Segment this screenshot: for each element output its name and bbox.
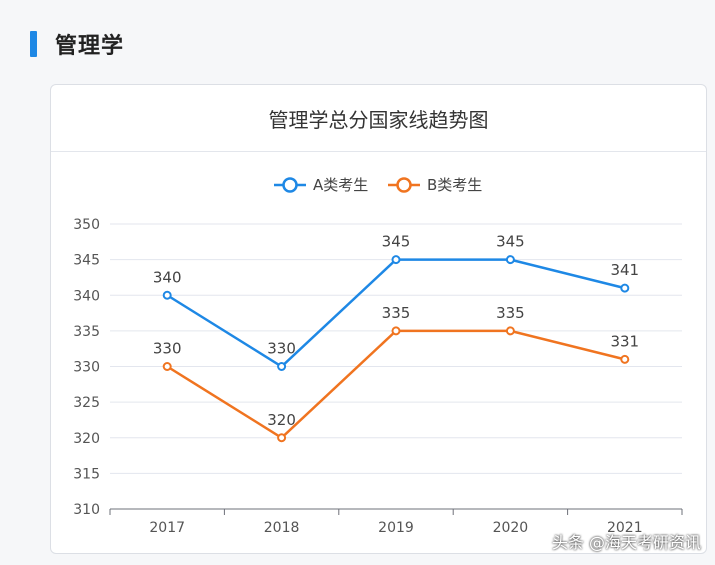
series-line-2	[166, 329, 626, 440]
section-header: 管理学	[30, 28, 124, 60]
data-point	[620, 354, 630, 364]
data-point	[505, 255, 515, 265]
title-accent-bar	[30, 31, 37, 57]
x-tick-label: 2019	[378, 520, 414, 536]
data-label: 331	[610, 332, 639, 350]
y-tick-label: 330	[73, 360, 100, 376]
y-tick-label: 345	[73, 253, 100, 269]
data-point	[391, 255, 401, 265]
data-label: 335	[496, 304, 525, 322]
y-tick-label: 340	[73, 288, 100, 304]
watermark: 头条 @海天考研资讯	[551, 533, 701, 552]
x-tick-label: 2017	[149, 520, 185, 536]
data-label: 341	[610, 261, 639, 279]
data-point	[391, 326, 401, 336]
data-point	[620, 283, 630, 293]
data-label: 320	[267, 411, 296, 429]
data-point	[505, 326, 515, 336]
legend-label: B类考生	[427, 176, 482, 194]
y-tick-label: 350	[73, 217, 100, 233]
section-title: 管理学	[55, 34, 125, 59]
y-tick-label: 325	[73, 395, 100, 411]
y-tick-label: 310	[73, 502, 100, 518]
x-tick-label: 2021	[607, 520, 643, 536]
y-tick-label: 315	[73, 466, 100, 482]
chart-title: 管理学总分国家线趋势图	[268, 107, 489, 132]
x-tick-label: 2020	[493, 520, 529, 536]
legend-label: A类考生	[313, 176, 368, 194]
legend-marker	[396, 177, 412, 193]
x-tick-label: 2018	[264, 520, 300, 536]
data-label: 330	[153, 340, 182, 358]
data-label: 330	[267, 340, 296, 358]
y-tick-label: 320	[73, 431, 100, 447]
data-label: 345	[496, 233, 525, 251]
data-label: 340	[153, 268, 182, 286]
data-label: 335	[382, 304, 411, 322]
data-point	[277, 433, 287, 443]
data-label: 345	[382, 233, 411, 251]
chart-header: 管理学总分国家线趋势图	[51, 85, 706, 152]
data-point	[162, 362, 172, 371]
data-point	[277, 362, 287, 371]
legend-marker	[282, 177, 298, 193]
data-point	[162, 290, 172, 300]
y-tick-label: 335	[73, 324, 100, 340]
chart-card: 管理学总分国家线趋势图	[50, 84, 707, 554]
